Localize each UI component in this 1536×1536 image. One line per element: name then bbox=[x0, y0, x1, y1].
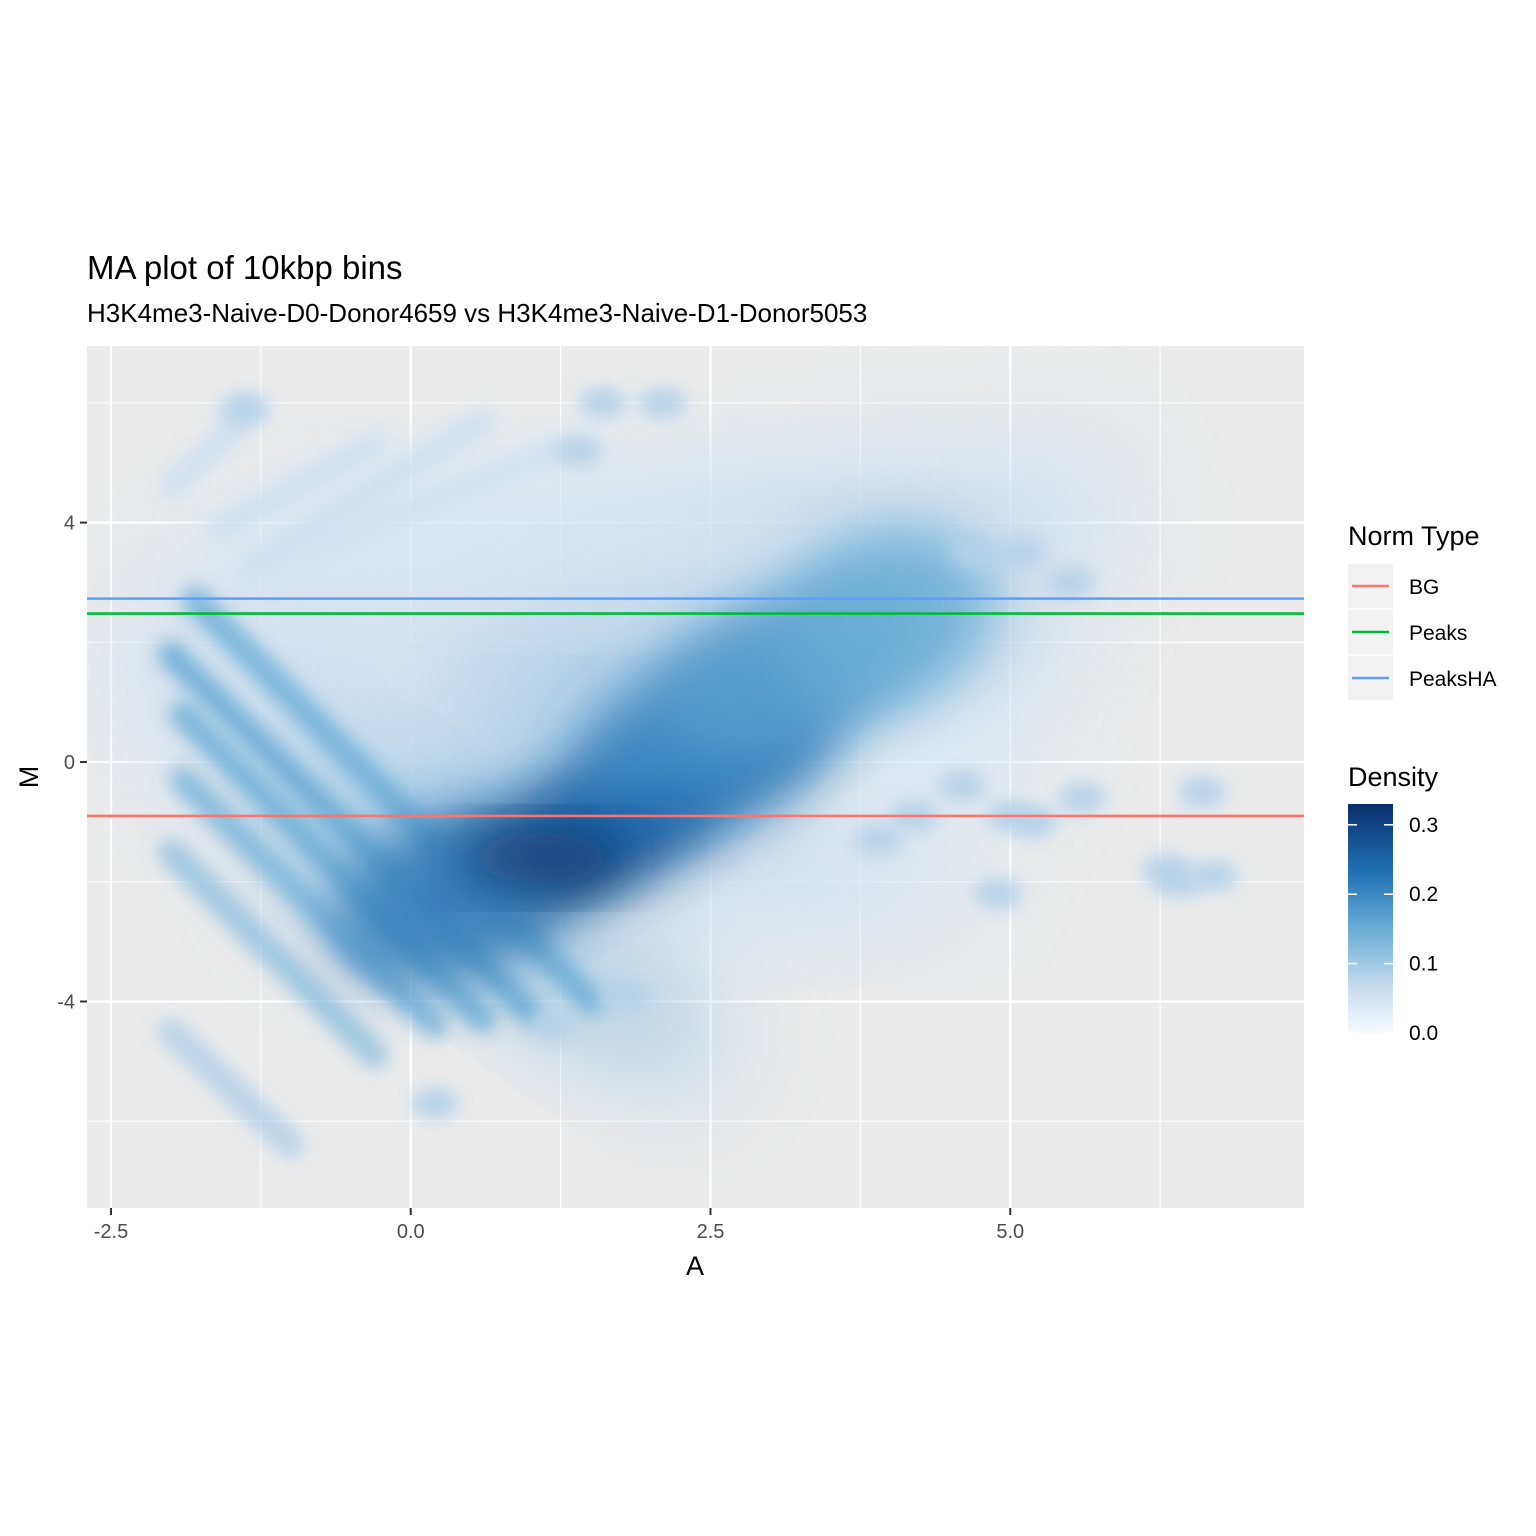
x-tick-label: 0.0 bbox=[397, 1221, 425, 1243]
chart-subtitle: H3K4me3-Naive-D0-Donor4659 vs H3K4me3-Na… bbox=[87, 298, 867, 328]
y-tick-label: -4 bbox=[57, 991, 75, 1013]
y-tick-label: 4 bbox=[64, 513, 75, 535]
density-outlier bbox=[950, 537, 999, 568]
density-tick-label: 0.2 bbox=[1409, 883, 1438, 906]
density-cluster bbox=[785, 528, 996, 709]
legend-label-peaksha: PeaksHA bbox=[1409, 668, 1497, 691]
density-outlier bbox=[602, 980, 651, 1011]
y-axis-title: M bbox=[14, 766, 44, 789]
density-outlier bbox=[638, 387, 687, 418]
density-colorbar-ticks: 0.3 0.2 0.1 0.0 bbox=[1348, 814, 1438, 1045]
legend-norm-items: BG Peaks PeaksHA bbox=[1348, 564, 1497, 700]
density-outlier bbox=[578, 387, 627, 418]
density-outlier bbox=[1154, 866, 1203, 897]
density-outlier bbox=[530, 1010, 579, 1041]
legend-label-bg: BG bbox=[1409, 576, 1439, 599]
y-axis: 4 0 -4 bbox=[57, 513, 87, 1013]
x-tick-label: 5.0 bbox=[996, 1221, 1024, 1243]
density-colorbar bbox=[1348, 804, 1393, 1033]
legend-density: Density 0.3 0.2 0.1 0.0 bbox=[1348, 762, 1439, 1045]
legend-norm-type-title: Norm Type bbox=[1348, 521, 1480, 551]
density-outlier bbox=[554, 435, 603, 466]
density-stripe bbox=[157, 838, 388, 1069]
density-layer bbox=[110, 387, 1239, 1159]
density-outlier bbox=[1046, 567, 1095, 598]
density-outlier bbox=[1178, 776, 1227, 807]
norm-lines bbox=[87, 597, 1304, 818]
density-outlier bbox=[854, 824, 903, 855]
y-tick-label: 0 bbox=[64, 752, 75, 774]
x-axis: -2.5 0.0 2.5 5.0 bbox=[94, 1208, 1024, 1243]
legend-norm-type: Norm Type BG Peaks PeaksHA bbox=[1348, 521, 1497, 700]
density-stripe bbox=[157, 1018, 304, 1159]
density-outlier bbox=[938, 770, 987, 801]
density-outlier-blobs bbox=[218, 387, 1239, 1119]
density-tick-label: 0.3 bbox=[1409, 814, 1438, 837]
x-tick-label: 2.5 bbox=[697, 1221, 725, 1243]
density-core bbox=[329, 528, 996, 988]
density-stripe bbox=[301, 437, 568, 560]
chart-title: MA plot of 10kbp bins bbox=[87, 249, 403, 286]
density-outlier bbox=[1190, 860, 1239, 891]
legend-label-peaks: Peaks bbox=[1409, 622, 1467, 645]
density-peak bbox=[458, 830, 627, 885]
density-tick-label: 0.0 bbox=[1409, 1022, 1438, 1045]
legend-density-title: Density bbox=[1348, 762, 1439, 792]
density-tick-label: 0.1 bbox=[1409, 953, 1438, 976]
x-tick-label: -2.5 bbox=[94, 1221, 128, 1243]
density-stripe bbox=[205, 431, 388, 542]
x-axis-title: A bbox=[686, 1251, 704, 1281]
density-stripe bbox=[241, 407, 496, 578]
density-outlier bbox=[998, 537, 1047, 568]
density-outlier bbox=[410, 1088, 459, 1119]
density-outlier bbox=[1010, 806, 1059, 837]
density-outlier bbox=[1058, 782, 1107, 813]
density-outlier bbox=[218, 393, 267, 424]
density-outlier bbox=[974, 878, 1023, 909]
